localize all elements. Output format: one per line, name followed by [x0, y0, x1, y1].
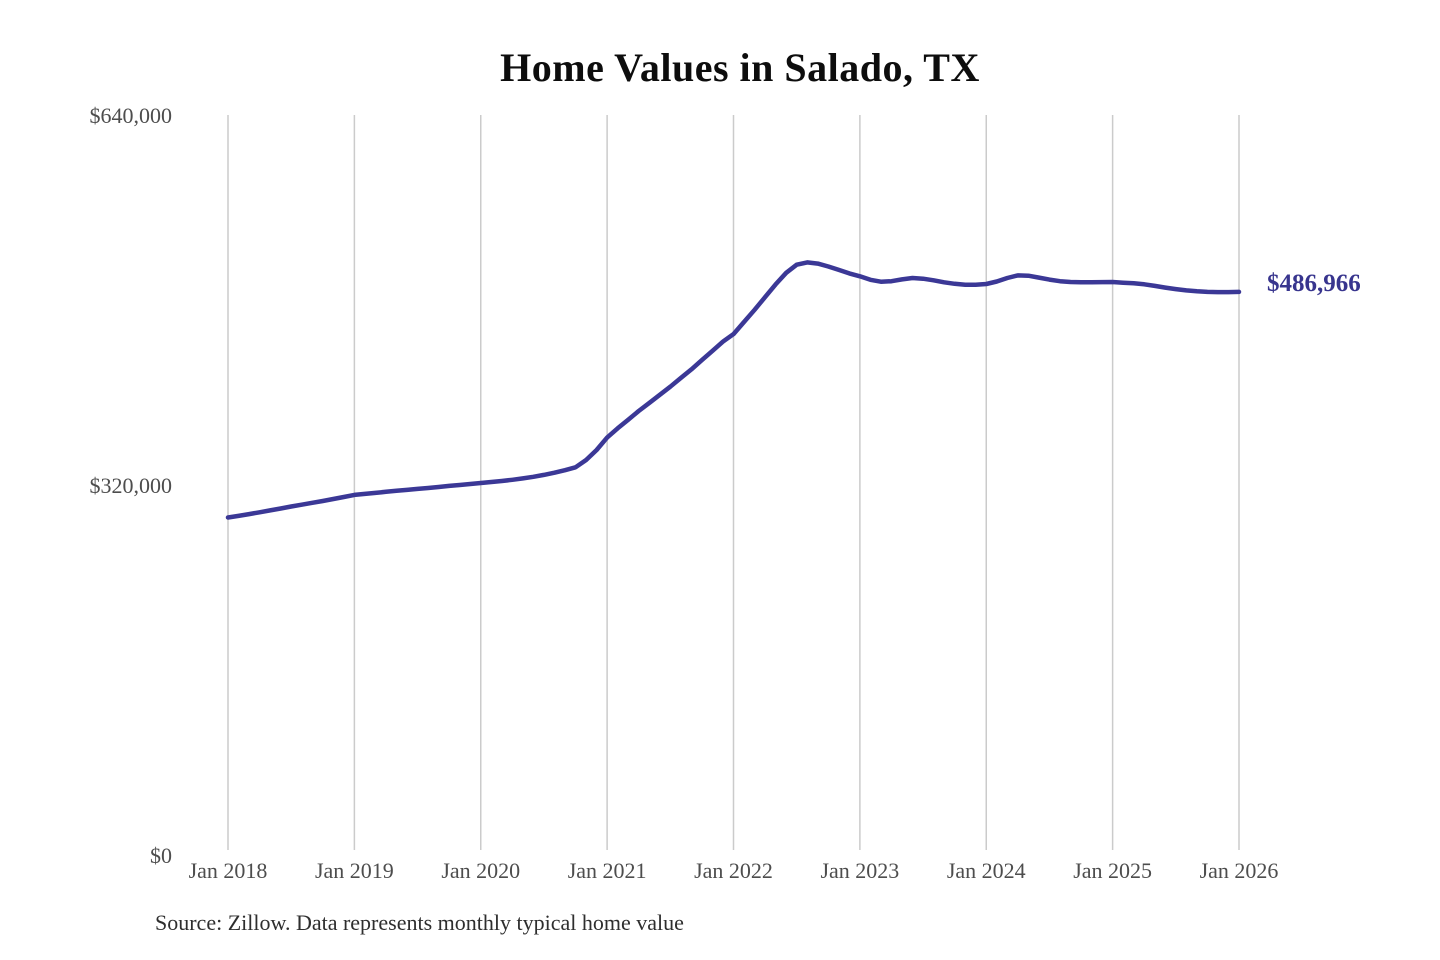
x-tick-label: Jan 2018	[189, 858, 268, 883]
chart-title: Home Values in Salado, TX	[500, 45, 980, 90]
y-tick-label: $320,000	[90, 473, 173, 498]
x-tick-label: Jan 2026	[1200, 858, 1279, 883]
x-tick-label: Jan 2020	[441, 858, 520, 883]
x-tick-label: Jan 2024	[947, 858, 1026, 883]
latest-value-label: $486,966	[1267, 270, 1361, 297]
x-tick-label: Jan 2021	[568, 858, 647, 883]
y-tick-label: $640,000	[90, 103, 173, 128]
source-note: Source: Zillow. Data represents monthly …	[155, 910, 684, 935]
home-value-line	[225, 260, 1242, 520]
x-tick-label: Jan 2023	[820, 858, 899, 883]
y-tick-label: $0	[150, 843, 172, 868]
x-tick-label: Jan 2019	[315, 858, 394, 883]
x-tick-label: Jan 2022	[694, 858, 773, 883]
x-tick-label: Jan 2025	[1073, 858, 1152, 883]
